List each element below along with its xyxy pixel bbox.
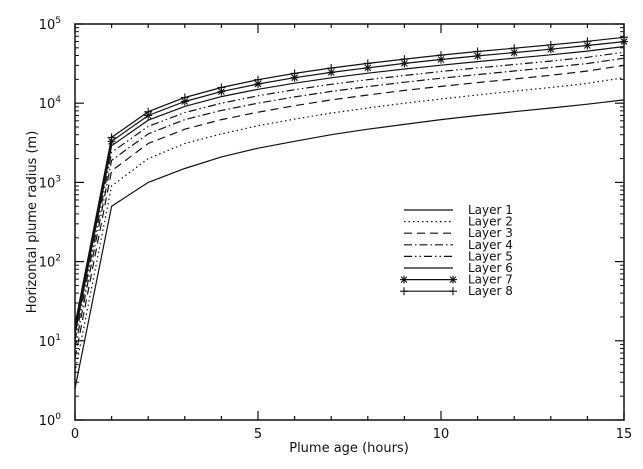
data-point-layer-8: [400, 55, 409, 64]
y-tick-label: 105: [39, 16, 61, 33]
y-tick-label: 102: [39, 254, 61, 271]
y-tick-label: 103: [39, 174, 61, 191]
data-point-layer-8: [327, 64, 336, 73]
data-point-layer-8: [620, 33, 628, 42]
axes-layer: 0 5 10 15 100 101 102 103 104 105: [39, 16, 633, 442]
legend-label-layer-7: Layer 7: [468, 273, 513, 287]
series-line-layer-8: [74, 36, 625, 325]
data-point-layer-7: [546, 45, 555, 54]
x-tick-label: 15: [616, 427, 633, 442]
x-tick-label: 0: [71, 427, 79, 442]
series-line-layer-5: [74, 51, 625, 341]
data-point-layer-8: [144, 107, 153, 116]
data-point-layer-8: [546, 40, 555, 49]
series-line-layer-6: [74, 45, 625, 335]
x-tick-label: 10: [433, 427, 450, 442]
legend-marker-layer-7: [449, 275, 457, 284]
legend-label-layer-4: Layer 4: [468, 238, 513, 252]
data-point-layer-8: [363, 59, 372, 68]
legend-marker-layer-7: [400, 275, 408, 284]
y-tick-label: 100: [39, 412, 62, 429]
data-point-layer-8: [473, 47, 482, 56]
legend-marker-layer-8: [400, 287, 408, 296]
legend-label-layer-2: Layer 2: [468, 215, 513, 229]
x-axis-label: Plume age (hours): [289, 441, 409, 456]
legend-label-layer-6: Layer 6: [468, 261, 513, 275]
data-point-layer-7: [327, 68, 336, 77]
legend-marker-layer-8: [449, 287, 457, 296]
y-tick-label: 101: [39, 333, 61, 350]
y-tick-label: 104: [39, 95, 62, 112]
series-line-layer-4: [74, 57, 625, 349]
series-line-layer-1: [74, 99, 625, 389]
data-point-layer-8: [510, 44, 519, 53]
data-point-layer-8: [254, 75, 262, 84]
data-point-layer-8: [290, 69, 299, 78]
x-tick-label: 5: [254, 427, 262, 442]
series-layer: [74, 33, 628, 389]
legend-label-layer-1: Layer 1: [468, 203, 513, 217]
data-point-layer-8: [107, 133, 116, 142]
legend-label-layer-3: Layer 3: [468, 226, 513, 240]
series-line-layer-3: [74, 64, 625, 359]
data-point-layer-7: [400, 59, 409, 68]
data-point-layer-8: [180, 93, 189, 102]
data-point-layer-8: [437, 51, 445, 60]
data-point-layer-8: [217, 83, 226, 92]
data-point-layer-8: [583, 37, 592, 46]
legend-label-layer-8: Layer 8: [468, 284, 513, 298]
legend-label-layer-5: Layer 5: [468, 249, 513, 263]
series-line-layer-2: [74, 77, 625, 373]
series-line-layer-7: [74, 41, 625, 330]
y-axis-label: Horizontal plume radius (m): [25, 131, 40, 314]
data-point-layer-7: [363, 63, 372, 72]
plot-frame: [74, 23, 625, 421]
plot-area-border: [74, 23, 625, 421]
